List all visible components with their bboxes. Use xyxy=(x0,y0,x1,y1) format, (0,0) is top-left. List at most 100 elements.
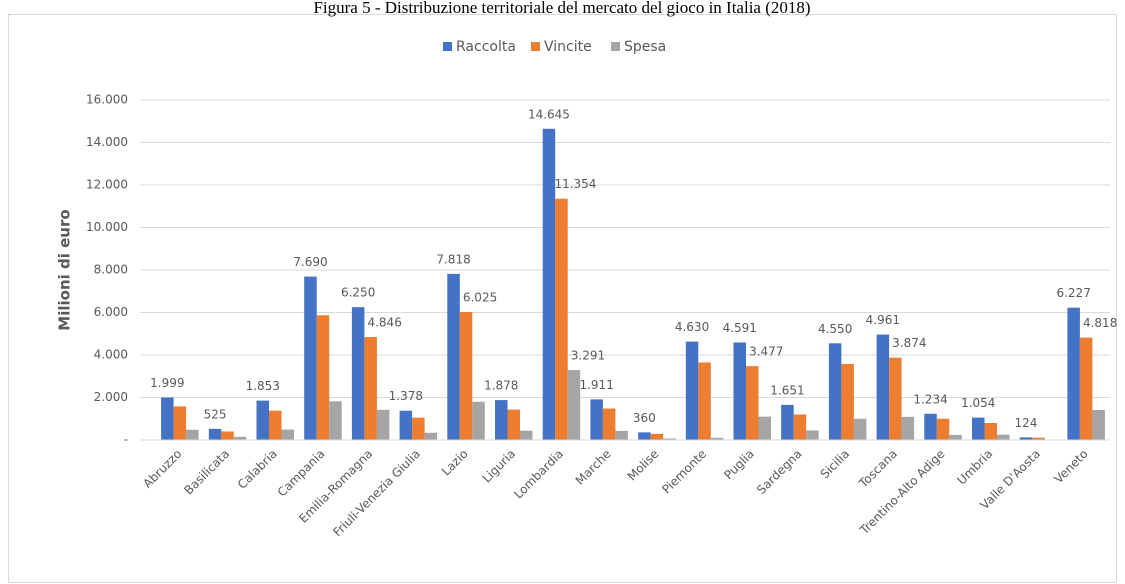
y-tick-label: 12.000 xyxy=(86,178,128,192)
bar xyxy=(520,430,533,440)
bar xyxy=(161,397,174,440)
bar xyxy=(602,408,616,440)
data-label: 1.054 xyxy=(961,396,995,410)
bar xyxy=(507,409,520,440)
data-label: 1.651 xyxy=(770,383,804,397)
bar xyxy=(208,428,222,440)
data-label: 4.818 xyxy=(1083,316,1117,330)
data-label: 7.690 xyxy=(293,255,327,269)
bar xyxy=(615,430,628,440)
bar xyxy=(901,416,915,440)
data-label: 4.591 xyxy=(723,321,757,335)
bar xyxy=(233,436,247,440)
bar xyxy=(281,429,294,440)
bar xyxy=(733,342,746,440)
bar xyxy=(984,423,997,440)
bar xyxy=(399,410,413,440)
data-label: 525 xyxy=(204,407,227,421)
data-label: 4.630 xyxy=(675,320,709,334)
bar xyxy=(221,431,234,440)
y-tick-label: 6.000 xyxy=(94,305,128,319)
bar xyxy=(329,401,342,440)
data-label: 1.999 xyxy=(150,376,184,390)
bar xyxy=(781,404,794,440)
chart-title: Figura 5 - Distribuzione territoriale de… xyxy=(313,0,810,17)
data-label: 360 xyxy=(633,411,656,425)
bar xyxy=(663,438,676,440)
bar xyxy=(376,409,390,440)
bar xyxy=(472,401,485,440)
bar xyxy=(806,430,819,440)
legend-swatch xyxy=(611,42,620,51)
data-label: 3.291 xyxy=(571,349,605,363)
data-label: 6.025 xyxy=(463,290,497,304)
bar xyxy=(889,357,902,440)
bar xyxy=(876,334,890,440)
bar xyxy=(1067,307,1080,440)
bar xyxy=(841,363,854,440)
bar xyxy=(650,433,664,440)
bar xyxy=(758,416,771,440)
bar xyxy=(495,400,508,440)
bar xyxy=(972,417,985,440)
data-label: 14.645 xyxy=(528,107,570,121)
bar xyxy=(997,434,1010,440)
data-label: 1.911 xyxy=(579,378,613,392)
data-label: 4.846 xyxy=(367,316,401,330)
bar xyxy=(698,362,711,440)
bar xyxy=(710,437,724,440)
bar xyxy=(256,400,269,440)
bar xyxy=(364,337,377,440)
y-tick-label: 14.000 xyxy=(86,135,128,149)
bar xyxy=(447,273,460,440)
bar xyxy=(924,413,937,440)
bar xyxy=(567,370,581,440)
bar xyxy=(590,399,603,440)
bar xyxy=(186,429,199,440)
bar xyxy=(555,198,568,440)
bar xyxy=(949,434,962,440)
data-label: 1.378 xyxy=(389,389,423,403)
bar xyxy=(304,276,317,440)
bar xyxy=(1032,437,1045,440)
bar xyxy=(424,432,438,440)
legend-swatch xyxy=(531,42,540,51)
bar xyxy=(685,341,699,440)
bar xyxy=(828,343,842,440)
data-label: 3.477 xyxy=(749,345,783,359)
bar xyxy=(746,366,759,440)
legend-swatch xyxy=(443,42,452,51)
bar xyxy=(793,414,807,440)
bar xyxy=(853,418,867,440)
data-label: 124 xyxy=(1014,416,1037,430)
y-axis-title: Milioni di euro xyxy=(56,209,74,330)
bar xyxy=(269,410,282,440)
bar xyxy=(1019,437,1033,440)
data-label: 3.874 xyxy=(892,336,926,350)
legend-label: Vincite xyxy=(544,39,592,55)
data-label: 11.354 xyxy=(554,177,596,191)
bar xyxy=(316,315,330,440)
y-tick-label: 8.000 xyxy=(94,263,128,277)
data-label: 4.550 xyxy=(818,322,852,336)
y-tick-label: 4.000 xyxy=(94,348,128,362)
data-label: 4.961 xyxy=(866,313,900,327)
bar xyxy=(638,432,651,440)
legend-label: Raccolta xyxy=(456,39,516,55)
y-tick-label: 2.000 xyxy=(94,390,128,404)
bar xyxy=(1079,337,1093,440)
bar xyxy=(1092,410,1105,440)
bar xyxy=(412,417,425,440)
data-label: 1.878 xyxy=(484,379,518,393)
bar xyxy=(459,311,473,440)
bar xyxy=(173,406,187,440)
y-tick-label: 10.000 xyxy=(86,220,128,234)
bar xyxy=(936,418,950,440)
y-tick-label: - xyxy=(124,433,128,447)
bar xyxy=(351,307,365,440)
bar xyxy=(542,128,556,440)
data-label: 1.853 xyxy=(246,379,280,393)
y-tick-label: 16.000 xyxy=(86,93,128,107)
legend-label: Spesa xyxy=(624,39,666,55)
